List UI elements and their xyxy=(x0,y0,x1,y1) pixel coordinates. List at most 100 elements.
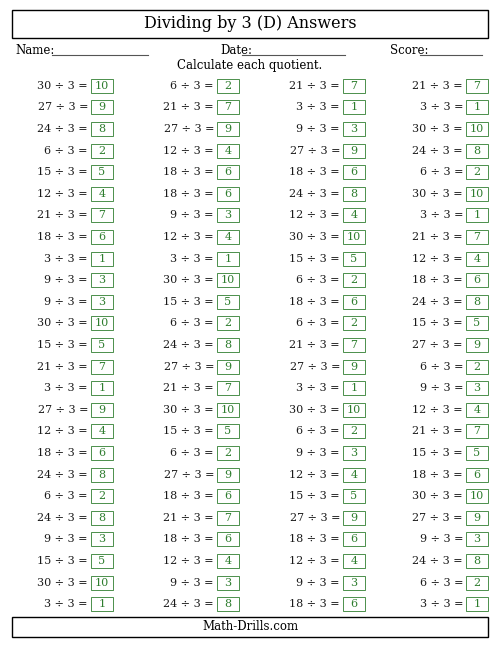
Text: 18 ÷ 3 =: 18 ÷ 3 = xyxy=(290,534,340,544)
Bar xyxy=(466,403,488,417)
Bar xyxy=(217,403,239,417)
Text: 8: 8 xyxy=(474,297,480,307)
Text: 12 ÷ 3 =: 12 ÷ 3 = xyxy=(290,210,340,221)
Text: 3: 3 xyxy=(350,578,358,587)
Text: 9: 9 xyxy=(224,124,232,134)
Text: 3 ÷ 3 =: 3 ÷ 3 = xyxy=(420,599,463,609)
Text: 6: 6 xyxy=(350,599,358,609)
Text: 21 ÷ 3 =: 21 ÷ 3 = xyxy=(412,232,463,242)
Bar xyxy=(217,554,239,568)
Text: 27 ÷ 3 =: 27 ÷ 3 = xyxy=(164,124,214,134)
Bar xyxy=(91,532,113,547)
Bar xyxy=(343,532,365,547)
Bar xyxy=(466,79,488,93)
Text: 7: 7 xyxy=(474,426,480,436)
Bar xyxy=(91,187,113,201)
Text: 2: 2 xyxy=(474,578,480,587)
Bar xyxy=(217,360,239,373)
Text: 5: 5 xyxy=(474,318,480,329)
Bar xyxy=(466,230,488,244)
Text: 6 ÷ 3 =: 6 ÷ 3 = xyxy=(296,426,340,436)
Text: 6 ÷ 3 =: 6 ÷ 3 = xyxy=(420,578,463,587)
Bar xyxy=(466,273,488,287)
Bar xyxy=(91,597,113,611)
Bar xyxy=(217,576,239,589)
Bar xyxy=(343,424,365,439)
Text: 3 ÷ 3 =: 3 ÷ 3 = xyxy=(420,210,463,221)
Text: 27 ÷ 3 =: 27 ÷ 3 = xyxy=(412,340,463,350)
Text: 24 ÷ 3 =: 24 ÷ 3 = xyxy=(290,189,340,199)
Text: 9 ÷ 3 =: 9 ÷ 3 = xyxy=(420,383,463,393)
Bar xyxy=(217,597,239,611)
Bar xyxy=(343,230,365,244)
Bar xyxy=(217,295,239,309)
Text: 6: 6 xyxy=(474,470,480,479)
Text: 2: 2 xyxy=(224,318,232,329)
Bar xyxy=(91,252,113,266)
Bar xyxy=(217,230,239,244)
Text: 27 ÷ 3 =: 27 ÷ 3 = xyxy=(290,146,340,155)
Bar xyxy=(343,316,365,331)
Text: 8: 8 xyxy=(474,556,480,566)
Bar xyxy=(466,100,488,115)
Text: 10: 10 xyxy=(347,405,361,415)
Bar xyxy=(466,510,488,525)
Bar xyxy=(343,122,365,136)
Text: 6 ÷ 3 =: 6 ÷ 3 = xyxy=(420,362,463,371)
Bar xyxy=(217,316,239,331)
Text: 5: 5 xyxy=(224,426,232,436)
Text: 2: 2 xyxy=(350,318,358,329)
Text: 7: 7 xyxy=(224,513,232,523)
Text: 21 ÷ 3 =: 21 ÷ 3 = xyxy=(290,340,340,350)
Bar xyxy=(91,165,113,179)
Bar xyxy=(217,165,239,179)
Bar xyxy=(12,617,488,637)
Text: 7: 7 xyxy=(98,362,105,371)
Text: 6: 6 xyxy=(224,534,232,544)
Text: 24 ÷ 3 =: 24 ÷ 3 = xyxy=(38,513,88,523)
Text: 3: 3 xyxy=(474,534,480,544)
Text: 2: 2 xyxy=(474,167,480,177)
Text: 10: 10 xyxy=(95,578,109,587)
Text: 6 ÷ 3 =: 6 ÷ 3 = xyxy=(44,146,88,155)
Text: 18 ÷ 3 =: 18 ÷ 3 = xyxy=(164,167,214,177)
Bar xyxy=(217,381,239,395)
Bar xyxy=(217,489,239,503)
Text: 21 ÷ 3 =: 21 ÷ 3 = xyxy=(412,81,463,91)
Text: 5: 5 xyxy=(474,448,480,458)
Text: 9 ÷ 3 =: 9 ÷ 3 = xyxy=(420,534,463,544)
Text: 15 ÷ 3 =: 15 ÷ 3 = xyxy=(164,426,214,436)
Text: 6: 6 xyxy=(224,189,232,199)
Bar xyxy=(91,316,113,331)
Bar xyxy=(12,10,488,38)
Text: 7: 7 xyxy=(224,383,232,393)
Text: 27 ÷ 3 =: 27 ÷ 3 = xyxy=(164,362,214,371)
Text: 3 ÷ 3 =: 3 ÷ 3 = xyxy=(170,254,214,263)
Text: 15 ÷ 3 =: 15 ÷ 3 = xyxy=(290,254,340,263)
Text: 18 ÷ 3 =: 18 ÷ 3 = xyxy=(38,232,88,242)
Text: 6 ÷ 3 =: 6 ÷ 3 = xyxy=(44,491,88,501)
Text: 3 ÷ 3 =: 3 ÷ 3 = xyxy=(44,254,88,263)
Bar xyxy=(217,468,239,481)
Bar xyxy=(91,208,113,223)
Bar xyxy=(343,295,365,309)
Text: 27 ÷ 3 =: 27 ÷ 3 = xyxy=(164,470,214,479)
Text: 18 ÷ 3 =: 18 ÷ 3 = xyxy=(290,297,340,307)
Text: 3: 3 xyxy=(98,534,105,544)
Text: 5: 5 xyxy=(350,254,358,263)
Text: 30 ÷ 3 =: 30 ÷ 3 = xyxy=(38,81,88,91)
Bar xyxy=(217,338,239,352)
Bar xyxy=(343,79,365,93)
Text: 3: 3 xyxy=(224,578,232,587)
Text: 4: 4 xyxy=(350,210,358,221)
Bar xyxy=(466,295,488,309)
Text: 12 ÷ 3 =: 12 ÷ 3 = xyxy=(290,556,340,566)
Text: 1: 1 xyxy=(98,599,105,609)
Text: 5: 5 xyxy=(98,556,105,566)
Text: 12 ÷ 3 =: 12 ÷ 3 = xyxy=(412,254,463,263)
Text: Calculate each quotient.: Calculate each quotient. xyxy=(178,60,322,72)
Text: 9: 9 xyxy=(224,362,232,371)
Text: 18 ÷ 3 =: 18 ÷ 3 = xyxy=(164,491,214,501)
Text: 27 ÷ 3 =: 27 ÷ 3 = xyxy=(38,102,88,113)
Text: 9: 9 xyxy=(474,340,480,350)
